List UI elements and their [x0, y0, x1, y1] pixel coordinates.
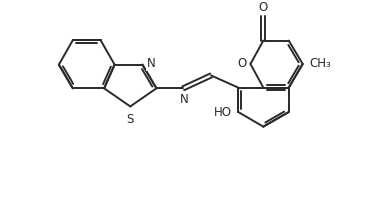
Text: S: S — [126, 113, 133, 126]
Text: O: O — [259, 1, 268, 14]
Text: N: N — [180, 93, 189, 106]
Text: N: N — [147, 58, 156, 71]
Text: HO: HO — [214, 106, 232, 119]
Text: CH₃: CH₃ — [309, 57, 331, 70]
Text: O: O — [237, 57, 246, 70]
